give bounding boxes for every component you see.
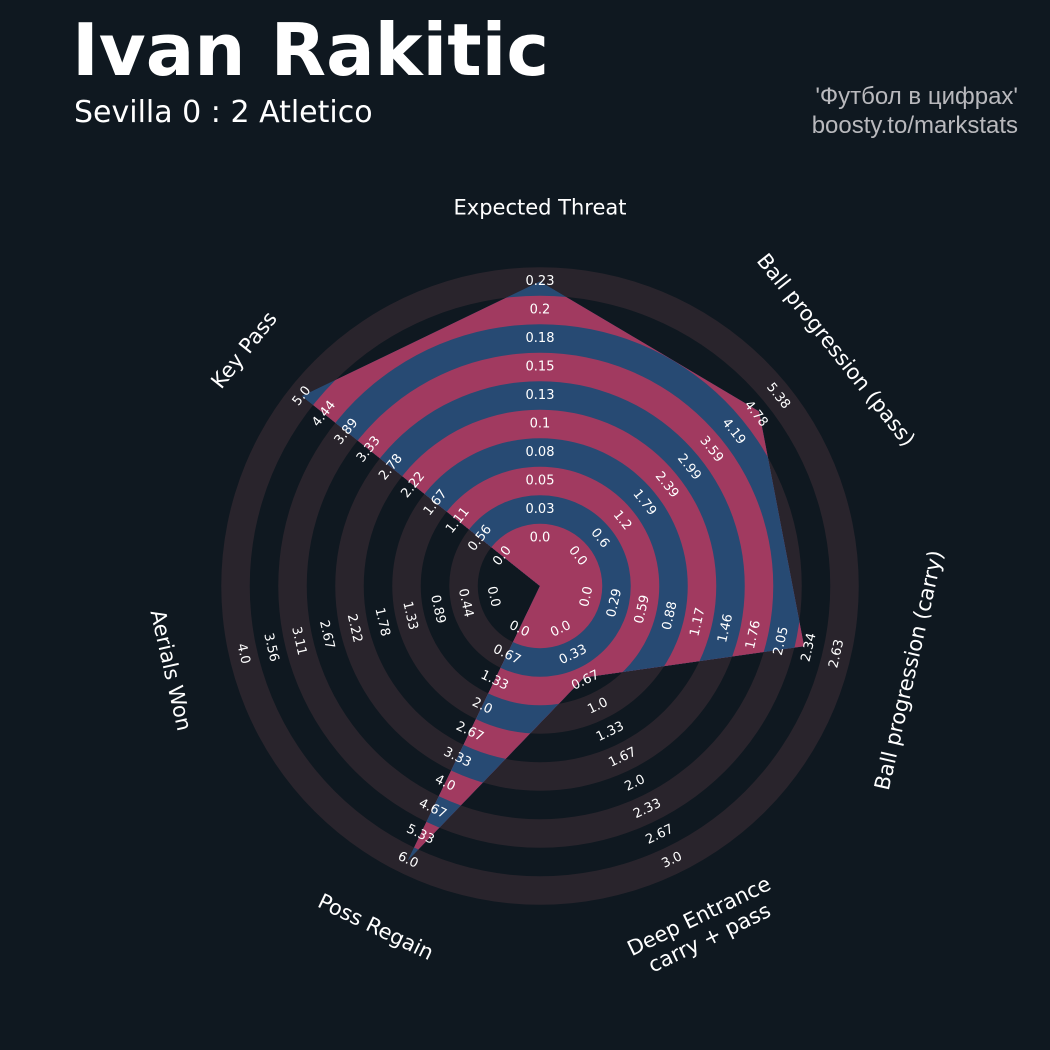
- match-subtitle: Sevilla 0 : 2 Atletico: [74, 95, 373, 130]
- tick-label: 2.34: [799, 632, 820, 664]
- tick-label: 0.2: [530, 303, 551, 318]
- credit-block: 'Футбол в цифрах' boosty.to/markstats: [812, 82, 1018, 140]
- tick-label: 0.08: [526, 445, 555, 460]
- tick-label: 0.18: [526, 331, 555, 346]
- tick-label: 1.46: [715, 613, 736, 645]
- tick-label: 0.29: [604, 587, 625, 619]
- tick-label: 2.67: [316, 619, 337, 651]
- tick-label: 0.03: [526, 502, 555, 517]
- tick-label: 0.23: [526, 274, 555, 289]
- player-name-title: Ivan Rakitic: [72, 8, 549, 92]
- param-label: Key Pass: [206, 307, 282, 393]
- param-label-line: Ball progression (carry): [870, 548, 948, 792]
- tick-label: 0.88: [660, 600, 681, 632]
- tick-label: 3.56: [260, 632, 281, 664]
- param-label-line: Aerials Won: [146, 607, 197, 733]
- tick-label: 0.89: [427, 594, 448, 626]
- tick-label: 3.11: [288, 625, 309, 657]
- param-label: Ball progression (carry): [870, 548, 948, 792]
- credit-line-1: 'Футбол в цифрах': [815, 83, 1018, 110]
- credit-line-2: boosty.to/markstats: [811, 112, 1018, 139]
- param-label: Aerials Won: [146, 607, 197, 733]
- tick-label: 1.78: [372, 606, 393, 638]
- tick-label: 0.0: [530, 531, 551, 546]
- param-label-line: Key Pass: [206, 307, 282, 393]
- tick-label: 0.13: [526, 388, 555, 403]
- tick-label: 0.05: [526, 474, 555, 489]
- tick-label: 2.63: [826, 638, 847, 670]
- tick-label: 0.44: [455, 587, 476, 619]
- param-label: Deep Entrancecarry + pass: [623, 872, 784, 983]
- param-label: Poss Regain: [314, 889, 437, 965]
- param-label-line: Expected Threat: [454, 196, 627, 220]
- tick-label: 2.05: [771, 625, 792, 657]
- param-label-line: Poss Regain: [314, 889, 437, 965]
- tick-label: 2.22: [344, 613, 365, 645]
- tick-label: 0.0: [484, 585, 503, 609]
- tick-label: 0.15: [526, 360, 555, 375]
- tick-label: 4.0: [234, 642, 253, 666]
- tick-label: 1.33: [399, 600, 420, 632]
- tick-label: 0.59: [632, 594, 653, 626]
- tick-label: 0.1: [530, 417, 551, 432]
- tick-label: 1.17: [687, 606, 708, 638]
- tick-label: 0.0: [577, 585, 596, 609]
- param-label: Expected Threat: [454, 196, 627, 220]
- tick-label: 1.76: [743, 619, 764, 651]
